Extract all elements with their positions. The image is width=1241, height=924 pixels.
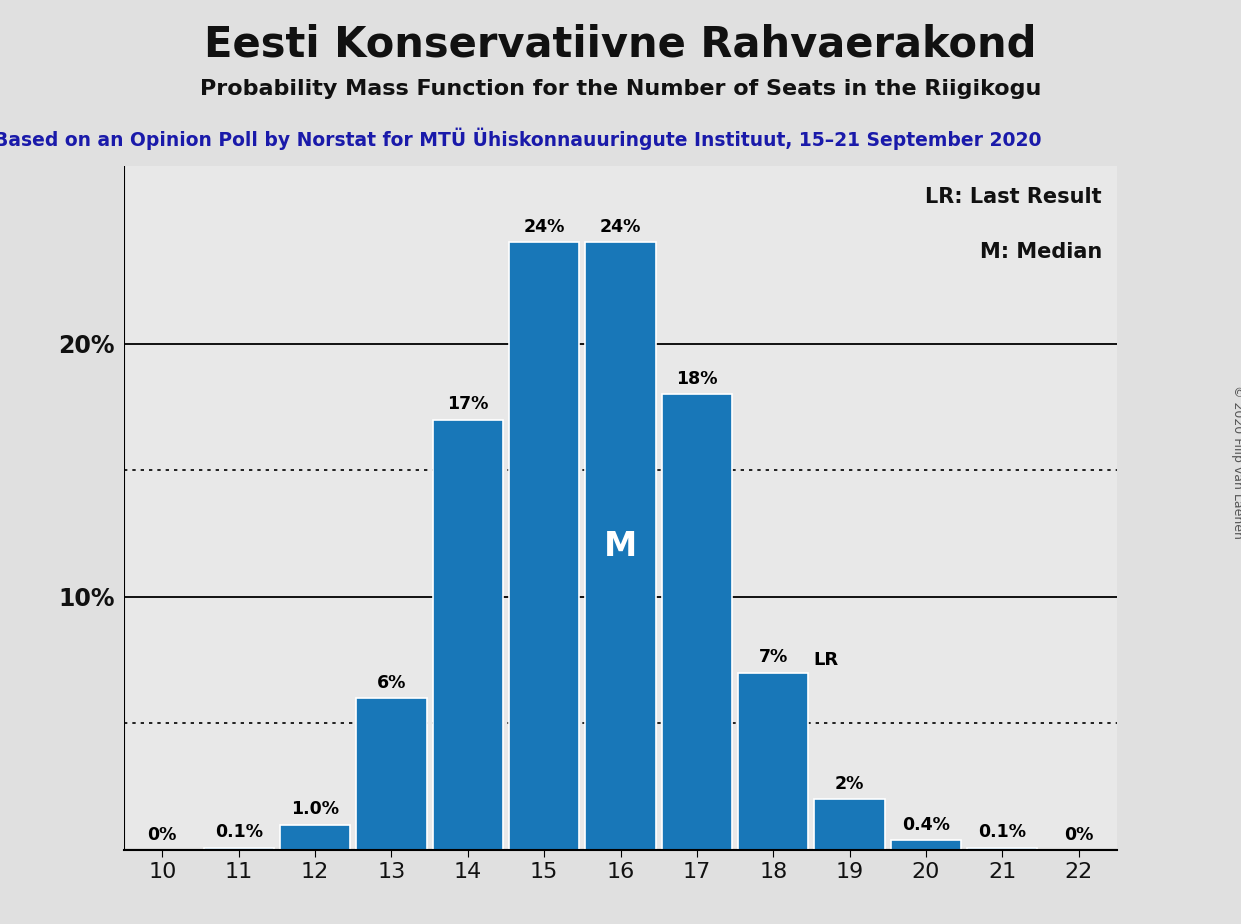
Text: 0.1%: 0.1%	[978, 823, 1026, 841]
Text: Eesti Konservatiivne Rahvaerakond: Eesti Konservatiivne Rahvaerakond	[205, 23, 1036, 65]
Text: © 2020 Filip van Laenen: © 2020 Filip van Laenen	[1231, 385, 1241, 539]
Bar	[433, 419, 503, 850]
Text: LR: LR	[813, 651, 838, 669]
Text: 1.0%: 1.0%	[292, 800, 339, 819]
Text: 2%: 2%	[835, 775, 864, 793]
Text: 0%: 0%	[148, 826, 177, 844]
Text: 0.1%: 0.1%	[215, 823, 263, 841]
Text: Probability Mass Function for the Number of Seats in the Riigikogu: Probability Mass Function for the Number…	[200, 79, 1041, 99]
Text: 7%: 7%	[758, 649, 788, 666]
Text: 6%: 6%	[377, 674, 406, 692]
Text: 17%: 17%	[447, 395, 489, 413]
Text: 24%: 24%	[524, 218, 565, 236]
Text: 18%: 18%	[676, 370, 717, 388]
Bar	[967, 847, 1037, 850]
Text: 24%: 24%	[599, 218, 642, 236]
Bar	[509, 242, 580, 850]
Bar	[356, 699, 427, 850]
Bar	[891, 840, 961, 850]
Bar	[814, 799, 885, 850]
Text: M: Median: M: Median	[979, 241, 1102, 261]
Bar	[586, 242, 655, 850]
Text: 0%: 0%	[1064, 826, 1093, 844]
Text: 0.4%: 0.4%	[902, 816, 949, 833]
Bar	[204, 847, 274, 850]
Text: M: M	[604, 529, 637, 563]
Text: Based on an Opinion Poll by Norstat for MTÜ Ühiskonnauuringute Instituut, 15–21 : Based on an Opinion Poll by Norstat for …	[0, 128, 1041, 150]
Text: LR: Last Result: LR: Last Result	[926, 187, 1102, 207]
Bar	[280, 825, 350, 850]
Bar	[661, 395, 732, 850]
Bar	[738, 673, 808, 850]
